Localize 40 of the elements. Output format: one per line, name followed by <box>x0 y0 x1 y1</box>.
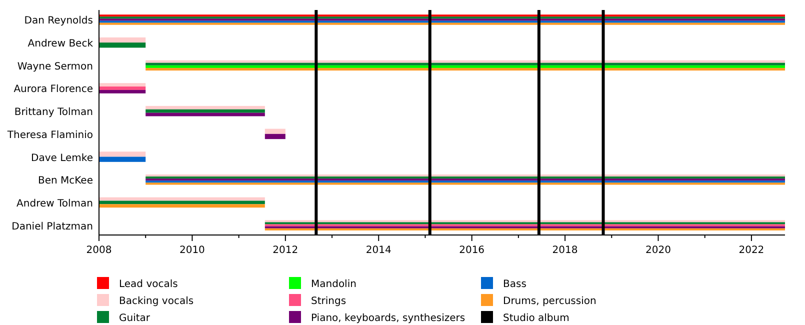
bar <box>99 86 146 90</box>
legend-label: Studio album <box>503 313 570 324</box>
y-tick-label: Daniel Platzman <box>12 221 93 232</box>
bar <box>146 109 265 113</box>
bar <box>146 62 785 66</box>
legend-label: Guitar <box>119 313 151 324</box>
bar <box>146 106 265 110</box>
bar <box>146 65 785 68</box>
bar <box>99 204 265 208</box>
legend-label: Lead vocals <box>119 279 178 290</box>
y-tick-label: Aurora Florence <box>14 84 93 96</box>
x-tick-label: 2012 <box>272 245 298 256</box>
x-tick-label: 2022 <box>738 245 764 256</box>
legend-label: Piano, keyboards, synthesizers <box>311 313 466 324</box>
y-tick-label: Dan Reynolds <box>24 16 93 27</box>
bar <box>146 68 785 71</box>
bar <box>146 174 785 177</box>
x-tick-label: 2018 <box>552 245 578 256</box>
y-tick-label: Theresa Flaminio <box>6 130 93 141</box>
y-tick-label: Wayne Sermon <box>17 61 93 72</box>
legend-label: Strings <box>311 296 346 307</box>
y-tick-label: Dave Lemke <box>31 152 93 164</box>
x-tick-label: 2020 <box>646 245 671 256</box>
x-tick-label: 2014 <box>366 245 392 256</box>
y-tick-label: Ben McKee <box>38 176 93 187</box>
x-tick-label: 2010 <box>179 245 205 256</box>
y-tick-label: Andrew Tolman <box>16 198 93 210</box>
x-tick-label: 2016 <box>459 245 485 256</box>
bar <box>146 60 785 63</box>
bar <box>99 152 146 157</box>
y-tick-label: Brittany Tolman <box>14 107 93 118</box>
legend-label: Drums, percussion <box>503 296 596 307</box>
y-tick-label: Andrew Beck <box>28 38 94 50</box>
bar <box>264 128 286 134</box>
bar <box>99 83 146 87</box>
x-tick-label: 2008 <box>86 245 112 256</box>
legend-label: Backing vocals <box>119 296 194 307</box>
bar <box>99 90 146 94</box>
legend-label: Mandolin <box>311 279 356 290</box>
legend-label: Bass <box>503 279 526 290</box>
